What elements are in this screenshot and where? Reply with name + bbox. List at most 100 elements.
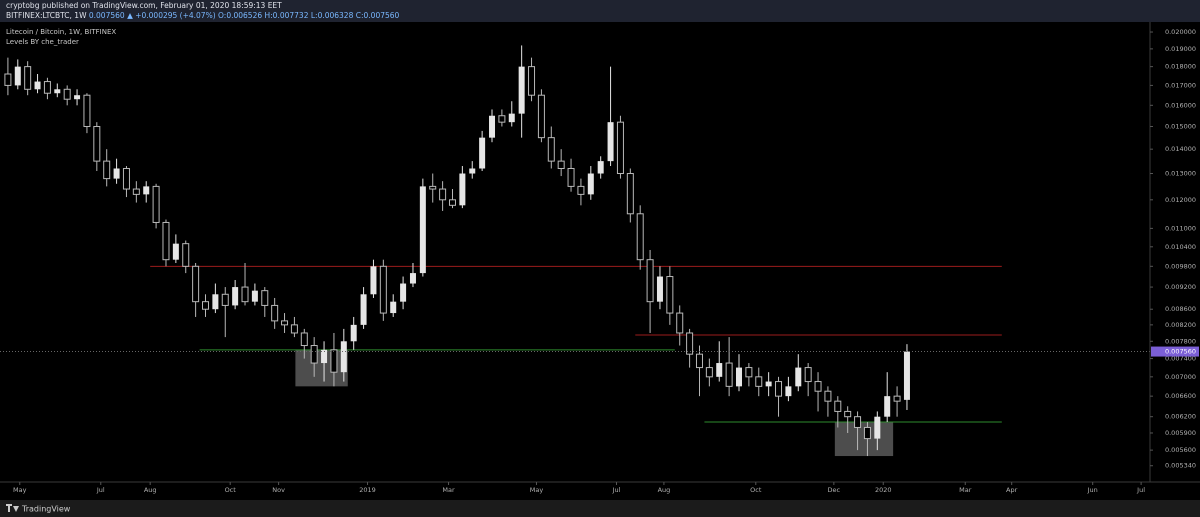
candle-body — [330, 349, 338, 373]
x-tick-label: Mar — [442, 486, 455, 494]
y-tick-label: 0.008600 — [1165, 305, 1196, 313]
candle-body — [666, 276, 674, 314]
y-tick-label: 0.012000 — [1165, 196, 1196, 204]
x-tick-label: 2020 — [875, 486, 892, 494]
open: O:0.006526 — [218, 11, 262, 20]
candle-body — [379, 265, 387, 314]
candle-body — [547, 137, 555, 162]
candle-body — [143, 186, 150, 195]
candle-body — [469, 168, 476, 174]
y-tick-label: 0.010400 — [1165, 243, 1196, 251]
candle-body — [281, 320, 289, 326]
candle-body — [626, 173, 634, 215]
candle-body — [152, 185, 160, 223]
x-tick-label: May — [530, 486, 544, 494]
candle-body — [439, 188, 447, 201]
candle-body — [370, 266, 377, 295]
candle-body — [409, 273, 416, 284]
y-tick-label: 0.016000 — [1165, 101, 1196, 109]
candle-body — [93, 126, 101, 162]
candle-body — [321, 349, 328, 364]
high: H:0.007732 — [265, 11, 309, 20]
candle-body — [251, 290, 258, 302]
x-tick-label: Aug — [658, 486, 671, 494]
y-tick-label: 0.018000 — [1165, 63, 1196, 71]
candle-body — [122, 167, 130, 190]
candle-body — [390, 301, 397, 314]
candle-body — [489, 115, 496, 138]
y-tick-label: 0.005900 — [1165, 429, 1196, 437]
candle-body — [103, 160, 111, 180]
candle-body — [290, 324, 298, 334]
y-tick-label: 0.007400 — [1165, 355, 1196, 363]
candle-body — [775, 381, 783, 397]
x-tick-label: Jul — [1136, 486, 1145, 494]
header-bar — [0, 0, 1200, 22]
chart-subtitle: Levels BY che_trader — [6, 38, 79, 46]
candle-body — [854, 416, 862, 428]
x-tick-label: Nov — [272, 486, 285, 494]
x-tick-label: May — [13, 486, 27, 494]
candle-body — [271, 304, 279, 322]
last: 0.007560 — [89, 11, 125, 20]
close: C:0.007560 — [356, 11, 400, 20]
candle-body — [300, 332, 308, 347]
candle-body — [903, 351, 910, 400]
change: ▲ +0.000295 (+4.07%) — [127, 11, 216, 20]
candle-body — [705, 367, 713, 378]
candle-body — [221, 293, 229, 306]
y-tick-label: 0.005340 — [1165, 462, 1196, 470]
candle-body — [597, 161, 604, 174]
candle-body — [74, 95, 81, 100]
candle-body — [54, 89, 61, 94]
candle-body — [83, 94, 91, 128]
plot — [0, 45, 1150, 457]
candle-body — [360, 294, 367, 325]
candle-body — [350, 324, 357, 342]
candle-body — [43, 81, 51, 94]
candle-body — [400, 283, 407, 302]
candle-body — [162, 221, 170, 261]
x-tick-label: Jul — [612, 486, 621, 494]
header-quote: BITFINEX:LTCBTC, 1W 0.007560 ▲ +0.000295… — [6, 11, 400, 20]
candle-body — [508, 113, 515, 123]
candle-body — [310, 345, 318, 364]
x-tick-label: Mar — [959, 486, 972, 494]
candle-body — [646, 259, 654, 303]
candle-body — [182, 243, 190, 267]
candle-body — [795, 367, 802, 387]
candle-body — [201, 301, 209, 310]
candle-body — [24, 66, 32, 90]
candle-body — [716, 363, 723, 377]
candle-body — [884, 396, 891, 417]
footer-bar — [0, 500, 1200, 517]
x-tick-label: Oct — [225, 486, 237, 494]
y-tick-label: 0.020000 — [1165, 28, 1196, 36]
y-tick-label: 0.006600 — [1165, 392, 1196, 400]
candle-body — [34, 81, 41, 90]
candle-body — [607, 122, 614, 162]
candle-body — [824, 390, 832, 402]
chart-title: Litecoin / Bitcoin, 1W, BITFINEX — [6, 28, 116, 36]
candle-body — [4, 73, 12, 86]
candle-body — [676, 312, 684, 334]
x-tick-label: Aug — [144, 486, 157, 494]
candle-body — [893, 395, 901, 402]
candle-body — [557, 160, 565, 169]
candle-body — [518, 66, 525, 114]
y-tick-label: 0.014000 — [1165, 145, 1196, 153]
candle-body — [261, 290, 269, 306]
y-tick-label: 0.005600 — [1165, 446, 1196, 454]
last-price-label: 0.007560 — [1165, 348, 1196, 356]
candle-body — [172, 243, 179, 260]
x-tick-label: Apr — [1006, 486, 1018, 494]
y-tick-label: 0.009200 — [1165, 283, 1196, 291]
candle-body — [755, 376, 763, 387]
candle-body — [863, 426, 871, 440]
footer-brand: TradingView — [21, 505, 71, 514]
y-tick-label: 0.013000 — [1165, 170, 1196, 178]
candle-body — [429, 185, 437, 190]
y-tick-label: 0.017000 — [1165, 81, 1196, 89]
y-tick-label: 0.006200 — [1165, 413, 1196, 421]
